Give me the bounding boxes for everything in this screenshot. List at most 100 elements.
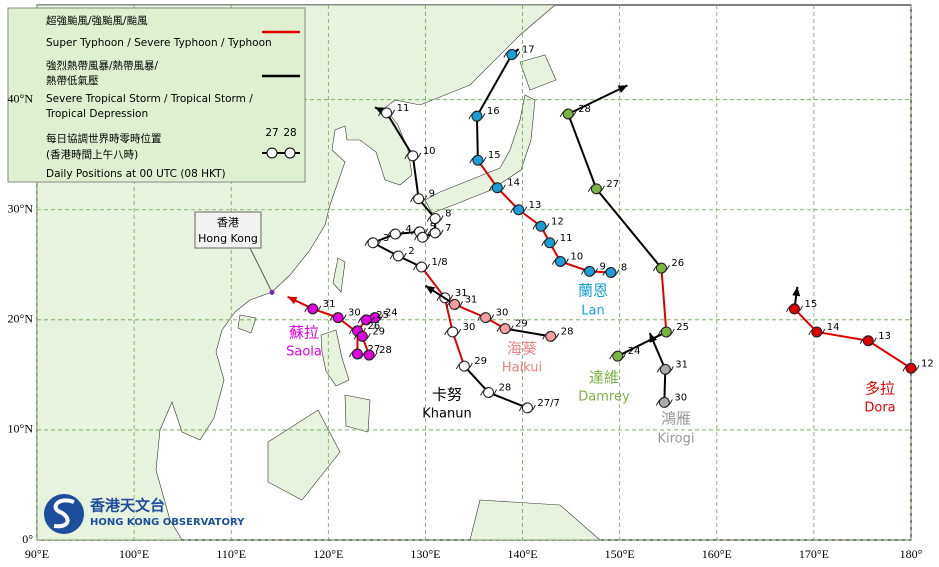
legend-text: Super Typhoon / Severe Typhoon / Typhoon [46, 37, 272, 49]
x-tick-label: 140°E [507, 547, 537, 561]
date-label: 27 [367, 344, 380, 355]
legend-text: 強烈熱帶風暴/熱帶風暴/ [46, 59, 159, 72]
date-label: 11 [397, 103, 410, 114]
track-segment [420, 266, 446, 299]
track-segment [477, 159, 499, 189]
daily-symbol [468, 110, 486, 122]
track-segment [567, 84, 628, 115]
daily-symbol [477, 312, 495, 324]
track-segment [475, 116, 479, 161]
daily-symbol [602, 267, 620, 278]
track-segment [385, 112, 414, 157]
date-label: 8 [621, 263, 627, 274]
daily-symbol [902, 362, 920, 374]
daily-symbol [559, 108, 577, 120]
daily-symbol [413, 261, 431, 273]
date-label: 14 [507, 178, 520, 189]
daily-symbol [518, 402, 536, 414]
storm-name-zh: 卡努 [432, 386, 462, 404]
date-label: 15 [804, 299, 817, 310]
track-segment [443, 297, 454, 333]
daily-symbol [426, 213, 444, 225]
legend-symbol [266, 147, 278, 159]
y-tick-label: 40°N [8, 91, 34, 105]
daily-symbol [404, 150, 422, 162]
daily-symbol [304, 303, 322, 315]
daily-symbol [609, 350, 627, 362]
daily-symbol [656, 363, 674, 375]
date-label: 29 [515, 319, 528, 330]
date-label: 12 [921, 358, 934, 369]
storm-track: 24 25 26 27 28 達維 Damrey [559, 84, 689, 405]
x-tick-label: 100°E [119, 547, 149, 561]
storm-name-zh: 蘇拉 [289, 324, 319, 342]
storm-name-en: Lan [581, 304, 604, 319]
date-label: 25 [676, 322, 689, 333]
legend-text: 熱帶低氣壓 [46, 74, 99, 87]
track-segment [816, 330, 869, 342]
legend-symbol [284, 147, 296, 159]
track-segment [411, 155, 420, 199]
legend-text: (香港時間上午八時) [46, 148, 138, 161]
x-tick-label: 150°E [605, 547, 635, 561]
legend: 超強颱風/強颱風/颱風 Super Typhoon / Severe Typho… [7, 7, 306, 183]
y-tick-label: 10°N [8, 422, 34, 436]
hong-kong-en: Hong Kong [198, 232, 258, 245]
daily-symbol [496, 323, 514, 335]
date-label: 24 [385, 308, 398, 319]
storm-name-zh: 達維 [589, 369, 619, 387]
date-label: 31 [465, 294, 478, 305]
daily-symbol [808, 326, 826, 338]
storm-name-en: Saola [286, 345, 322, 360]
x-tick-label: 170°E [799, 547, 829, 561]
hong-kong-dot [269, 289, 275, 295]
storm-name-zh: 多拉 [865, 380, 895, 398]
date-label: 28 [561, 326, 574, 337]
date-label: 2 [408, 246, 414, 257]
daily-symbol [541, 237, 559, 249]
daily-symbol [532, 220, 550, 232]
track-arrowhead [287, 296, 298, 305]
daily-symbol [859, 335, 877, 347]
y-tick-label: 30°N [8, 202, 34, 216]
hong-kong-leader [249, 247, 273, 293]
track-segment [476, 54, 513, 117]
date-label: 17 [522, 45, 535, 56]
date-label: 26 [671, 258, 684, 269]
track-segment [617, 331, 667, 358]
track-arrowhead [649, 333, 657, 343]
legend-text: 每日協調世界時零時位置 [46, 132, 162, 145]
track-arrowhead [617, 85, 628, 93]
track-arrowhead [792, 286, 801, 297]
daily-symbol [389, 250, 407, 262]
legend-text: 28 [283, 127, 296, 139]
storm-track: 30 31 鴻雁 Kirogi [648, 332, 695, 447]
daily-symbol [488, 182, 506, 194]
daily-symbol [378, 107, 396, 119]
daily-symbol [329, 312, 347, 324]
date-label: 30 [496, 308, 509, 319]
legend-text: Tropical Depression [45, 108, 148, 120]
date-label: 25 [376, 310, 389, 321]
legend-text: Severe Tropical Storm / Tropical Storm / [46, 93, 253, 105]
track-segment [451, 331, 466, 367]
storm-name-zh: 海葵 [507, 340, 537, 358]
daily-symbol [414, 231, 431, 243]
x-tick-label: 160°E [702, 547, 732, 561]
track-segment [660, 268, 668, 333]
storm-name-en: Kirogi [657, 432, 694, 447]
date-label: 27 [606, 179, 619, 190]
tracks: 2425262728293031蘇拉Saola27/7282930311/823… [286, 45, 934, 447]
storm-name-en: Haikui [502, 361, 542, 376]
date-label: 24 [628, 346, 641, 357]
daily-symbol [655, 396, 673, 408]
track-segment [567, 113, 598, 190]
daily-symbol [426, 227, 444, 239]
daily-symbol [455, 360, 473, 372]
land-taiwan [332, 257, 346, 293]
storm-track: 8 9 10 11 12 13 14 15 16 17 蘭恩 Lan [468, 45, 627, 319]
legend-box [7, 7, 306, 183]
storm-track: 12 13 14 15 多拉 Dora [786, 286, 934, 416]
date-label: 26 [367, 321, 380, 332]
hong-kong-zh: 香港 [217, 216, 239, 229]
